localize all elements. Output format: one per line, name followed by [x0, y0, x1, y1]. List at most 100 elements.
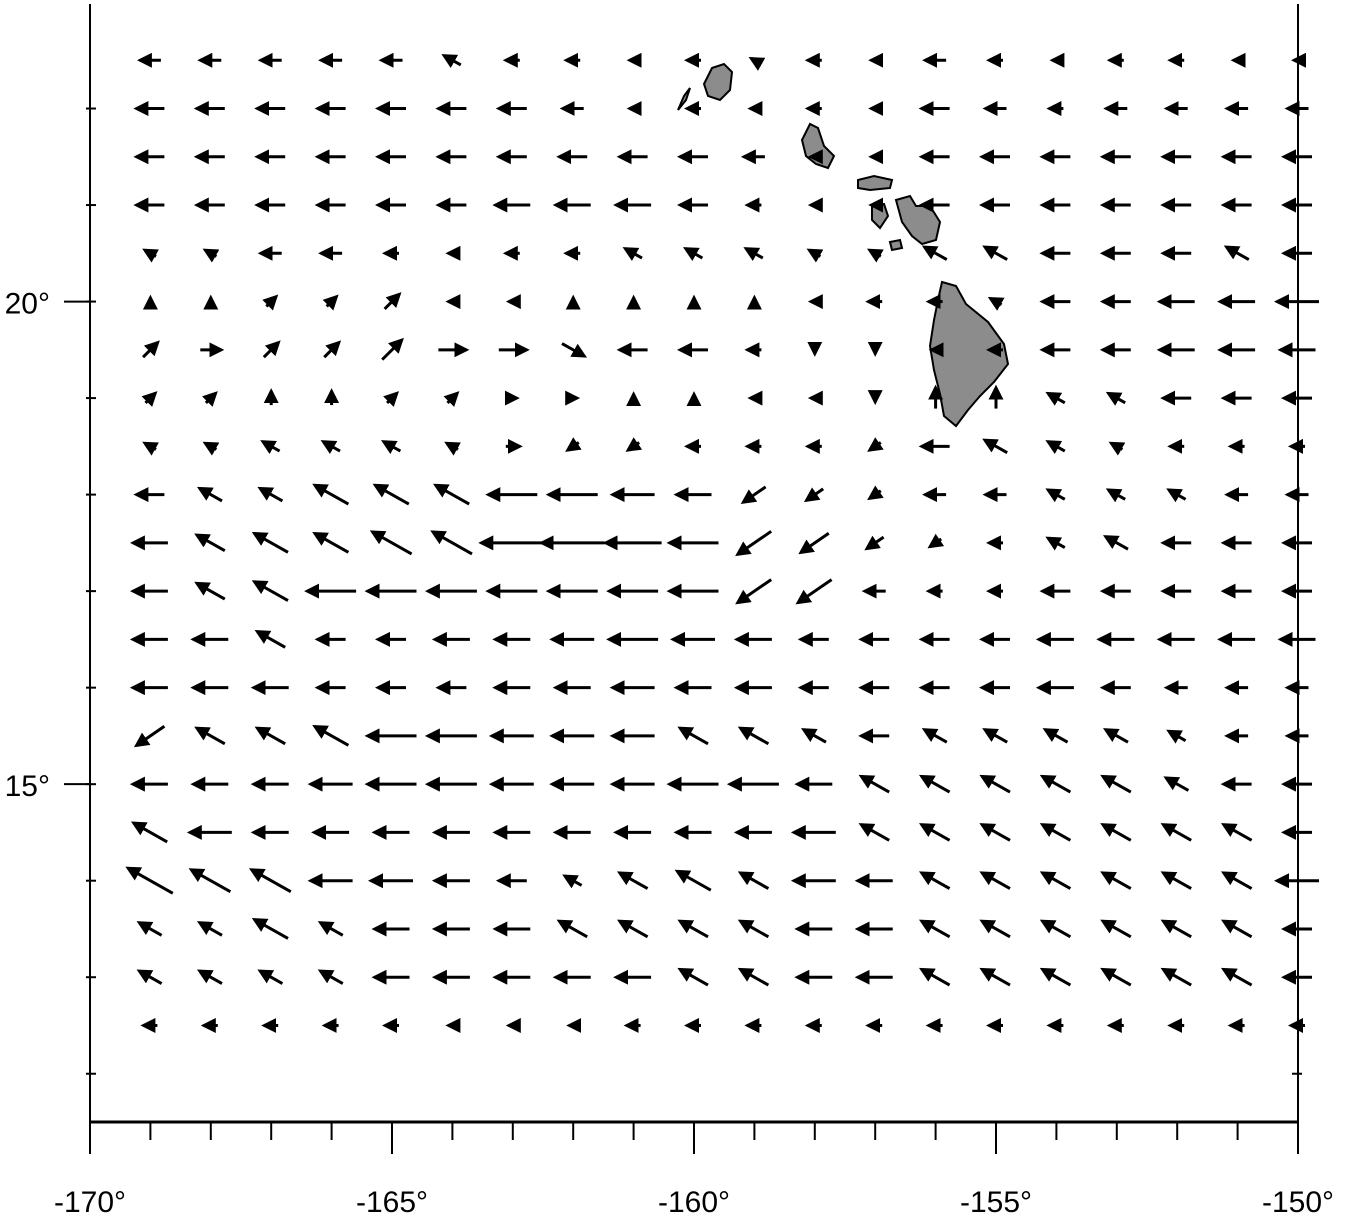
wind-vector [918, 871, 951, 890]
island-kahoolawe [888, 238, 904, 252]
wind-vector [383, 391, 400, 407]
wind-vector [133, 725, 166, 748]
wind-vector [562, 874, 583, 889]
wind-vector [918, 823, 951, 842]
wind-vector [141, 340, 160, 359]
wind-vector [918, 774, 951, 794]
wind-vector [1045, 488, 1066, 503]
wind-vector [1039, 823, 1072, 842]
wind-vector [743, 247, 764, 261]
wind-vector [201, 391, 218, 407]
wind-vector [317, 921, 344, 937]
wind-vector [381, 337, 404, 361]
y-tick-label: 20° [5, 288, 50, 321]
wind-vector [979, 871, 1011, 890]
x-tick-label: -160° [658, 1186, 730, 1219]
wind-vector [196, 921, 223, 937]
wind-vector [1105, 391, 1126, 406]
wind-vector [737, 919, 770, 939]
wind-vector [1108, 441, 1126, 456]
wind-vector [918, 919, 951, 939]
island-maui [894, 194, 942, 246]
x-tick-label: -170° [54, 1186, 126, 1219]
x-tick-label: -150° [1262, 1186, 1334, 1219]
wind-vector [740, 485, 767, 505]
wind-vector [1220, 871, 1253, 890]
wind-vector [806, 248, 824, 263]
wind-vector [800, 728, 827, 744]
wind-vector [1100, 823, 1132, 842]
wind-vector [1045, 440, 1066, 455]
wind-vector [196, 969, 223, 985]
axis-layer: -170° -165° -160° -155° -150° 20° 15° [5, 4, 1334, 1219]
island-kauai [702, 62, 734, 102]
wind-vector [1160, 871, 1192, 890]
wind-vector [1166, 488, 1187, 503]
wind-vector [982, 728, 1008, 744]
wind-vector [312, 483, 350, 506]
wind-vector [682, 247, 704, 261]
wind-vector [194, 726, 226, 746]
wind-vector [1102, 535, 1129, 551]
wind-vector [142, 441, 159, 456]
wind-vector [677, 726, 709, 746]
land-layer [677, 62, 1010, 428]
wind-vector [1223, 245, 1250, 261]
wind-vector [251, 918, 289, 940]
wind-vector [803, 487, 825, 503]
wind-vector [142, 248, 159, 263]
wind-vector [737, 871, 770, 890]
wind-vector [565, 437, 582, 452]
wind-vector [1039, 967, 1072, 987]
wind-vector [1102, 728, 1129, 744]
wind-vector [1220, 823, 1253, 842]
wind-vector [625, 437, 643, 452]
wind-vector [1105, 488, 1126, 503]
wind-vector [254, 726, 286, 746]
wind-vector [1042, 728, 1069, 744]
wind-vector [556, 919, 588, 939]
wind-vector [1039, 774, 1072, 794]
wind-vector [125, 866, 174, 895]
wind-vector [867, 437, 884, 452]
wind-vector [1100, 919, 1132, 939]
wind-vector [735, 578, 773, 605]
island-niihau [677, 87, 691, 111]
wind-vector [312, 724, 350, 747]
wind-vector [248, 868, 292, 894]
wind-vector [1045, 536, 1066, 551]
wind-vector [921, 245, 948, 261]
wind-vector [674, 869, 712, 892]
wind-vector [1045, 391, 1066, 406]
wind-vector [1160, 823, 1192, 842]
wind-vector [979, 919, 1011, 939]
wind-vector [677, 967, 709, 987]
wind-vector [430, 530, 473, 556]
wind-vector [561, 342, 588, 358]
wind-vector [987, 296, 1005, 311]
wind-vector [262, 340, 281, 359]
wind-vector [1039, 919, 1072, 939]
wind-vector [1166, 729, 1187, 744]
wind-vector [257, 969, 284, 985]
wind-vector [1100, 774, 1132, 794]
wind-vector [188, 868, 232, 894]
wind-vector [441, 54, 462, 68]
wind-vector [982, 245, 1008, 261]
wind-vector [194, 581, 226, 601]
wind-vector [443, 391, 460, 407]
wind-vector [735, 530, 773, 557]
wind-vector [798, 532, 830, 555]
wind-vector [867, 485, 884, 501]
wind-vector [1220, 967, 1253, 987]
wind-vector [616, 919, 649, 939]
wind-vector [312, 531, 350, 554]
x-tick-label: -165° [356, 1186, 428, 1219]
x-tick-label: -155° [960, 1186, 1032, 1219]
wind-vector [1100, 871, 1132, 890]
wind-vector [1220, 919, 1253, 939]
wind-vector [130, 821, 168, 844]
wind-vector [979, 774, 1011, 794]
